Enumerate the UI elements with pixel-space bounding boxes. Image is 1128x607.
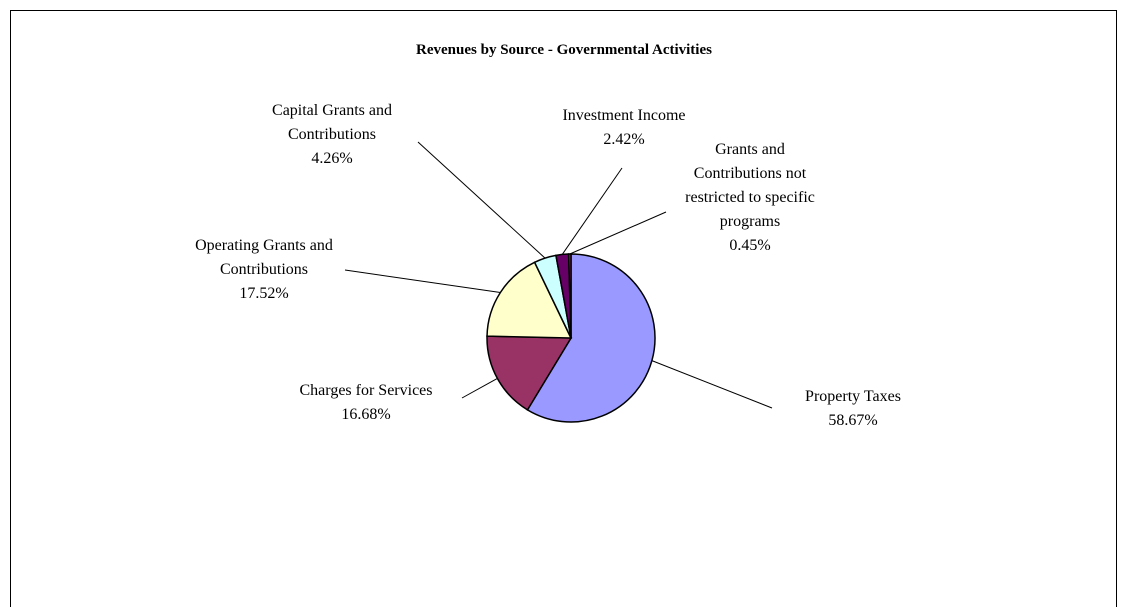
value-label: 2.42% (603, 131, 645, 148)
leader-line (461, 377, 498, 399)
category-label: Grants and Contributions not restricted … (685, 141, 815, 230)
category-label: Property Taxes (805, 388, 901, 405)
leader-line (651, 360, 773, 409)
leader-line (561, 167, 623, 255)
frame (10, 10, 1117, 607)
slice-label: Capital Grants and Contributions 4.26% (247, 99, 417, 171)
value-label: 4.26% (311, 150, 353, 167)
category-label: Capital Grants and Contributions (272, 102, 392, 143)
category-label: Operating Grants and Contributions (195, 237, 333, 278)
value-label: 0.45% (729, 237, 771, 254)
slice-label: Property Taxes 58.67% (753, 385, 953, 433)
chart-title: Revenues by Source - Governmental Activi… (416, 42, 712, 58)
value-label: 17.52% (239, 285, 289, 302)
category-label: Investment Income (562, 107, 686, 124)
value-label: 58.67% (828, 412, 878, 429)
pie-slice (486, 261, 573, 339)
slice-label: Charges for Services 16.68% (266, 379, 466, 427)
leader-line (417, 141, 546, 259)
category-label: Charges for Services (299, 382, 433, 399)
pie-slice (526, 253, 656, 423)
leader-line (344, 269, 501, 293)
pie-slice (486, 335, 573, 411)
slice-label: Operating Grants and Contributions 17.52% (169, 234, 359, 306)
slice-label: Investment Income 2.42% (524, 104, 724, 152)
slice-label: Grants and Contributions not restricted … (670, 138, 830, 258)
value-label: 16.68% (341, 406, 391, 423)
leader-line (569, 211, 667, 255)
